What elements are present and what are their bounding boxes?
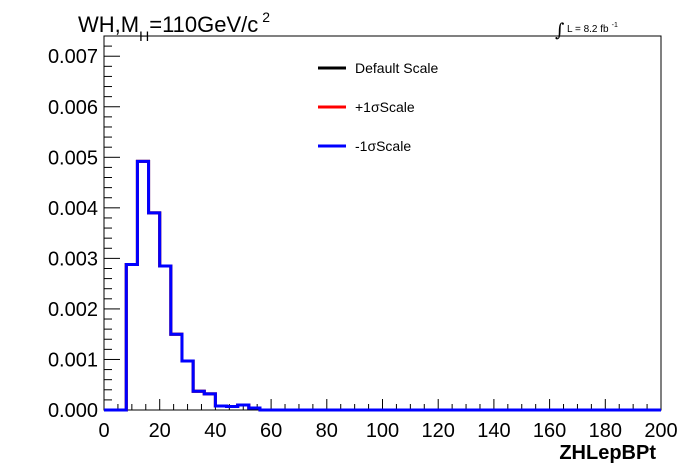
x-tick-label: 120: [422, 420, 455, 442]
title-subscript: H: [139, 28, 149, 44]
x-tick-label: 140: [477, 420, 510, 442]
x-tick-label: 0: [98, 420, 109, 442]
x-tick-label: 200: [644, 420, 677, 442]
y-axis-ticks: 0.000 0.001 0.002 0.003 0.004 0.005 0.006 0.007: [48, 35, 120, 422]
luminosity-label: L = 8.2 fb -1: [567, 22, 618, 35]
y-tick-label: 0.001: [48, 349, 98, 371]
x-tick-label: 20: [149, 420, 171, 442]
x-tick-label: 40: [204, 420, 226, 442]
luminosity-text: L = 8.2 fb: [567, 24, 609, 35]
y-tick-label: 0.005: [48, 147, 98, 169]
x-tick-label: 100: [366, 420, 399, 442]
plot-frame: [103, 35, 662, 411]
legend-label: Default Scale: [355, 60, 438, 76]
series-line-2: [104, 159, 661, 412]
integral-symbol: ∫: [555, 20, 565, 41]
histogram-series: [104, 159, 661, 412]
x-tick-label: 160: [533, 420, 566, 442]
y-tick-label: 0.004: [48, 198, 98, 220]
x-tick-label: 180: [589, 420, 622, 442]
x-axis-title: ZHLepBPt: [559, 442, 656, 464]
luminosity-superscript: -1: [612, 22, 618, 29]
x-axis-ticks: 0 20 40 60 80 100 120 140 160 180 200: [98, 399, 678, 442]
chart-title: WH,MH=110GeV/c 2: [78, 9, 270, 44]
title-superscript: 2: [262, 9, 270, 25]
y-tick-label: 0.000: [48, 400, 98, 422]
x-tick-label: 60: [260, 420, 282, 442]
y-tick-label: 0.003: [48, 248, 98, 270]
y-tick-label: 0.006: [48, 97, 98, 119]
legend-label: +1σScale: [355, 99, 415, 115]
legend-label: -1σScale: [355, 138, 411, 154]
y-tick-label: 0.002: [48, 299, 98, 321]
title-prefix: WH,M: [78, 12, 139, 37]
y-tick-label: 0.007: [48, 46, 98, 68]
title-suffix: =110GeV/c: [149, 12, 258, 37]
legend: Default Scale +1σScale -1σScale: [318, 60, 438, 154]
x-tick-label: 80: [316, 420, 338, 442]
